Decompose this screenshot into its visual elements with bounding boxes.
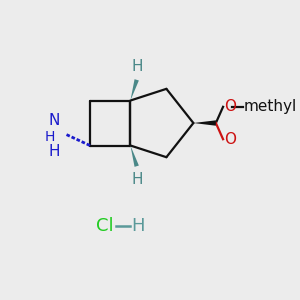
- Polygon shape: [130, 146, 139, 167]
- Text: O: O: [224, 99, 236, 114]
- Text: N: N: [48, 112, 60, 128]
- Text: Cl: Cl: [96, 218, 114, 236]
- Text: H: H: [132, 59, 143, 74]
- Text: H: H: [44, 130, 55, 143]
- Text: H: H: [131, 218, 145, 236]
- Text: O: O: [224, 132, 236, 147]
- Text: H: H: [132, 172, 143, 187]
- Text: H: H: [48, 144, 60, 159]
- Text: methyl: methyl: [244, 99, 297, 114]
- Polygon shape: [194, 120, 216, 126]
- Polygon shape: [130, 79, 139, 100]
